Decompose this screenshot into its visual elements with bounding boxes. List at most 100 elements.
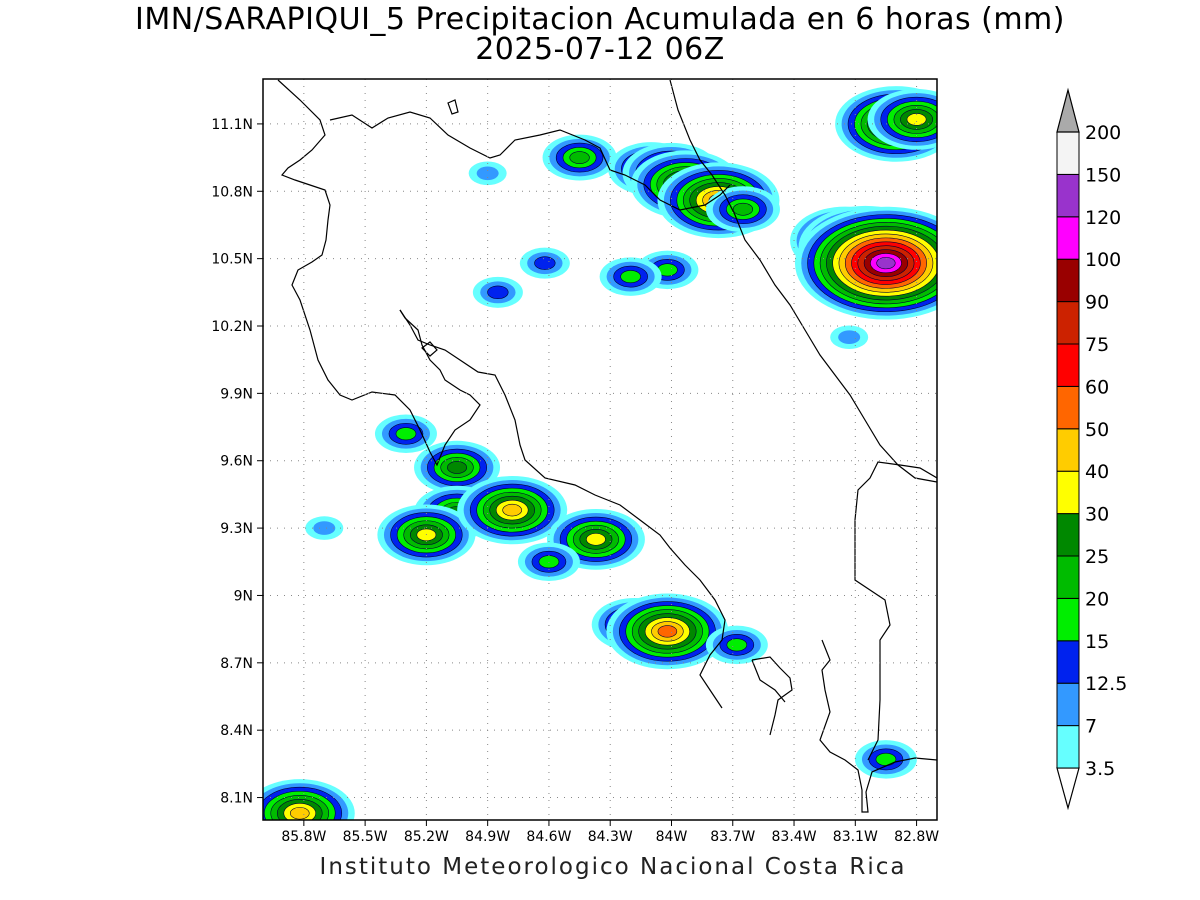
legend-swatch-12 [1056, 216, 1080, 260]
legend-swatch-14 [1056, 131, 1080, 175]
y-tick-label-7: 9N [234, 588, 253, 604]
color-scale-legend: 3.5 7 12.5 15 20 25 30 40 50 60 75 90 100 120 150 200 [1056, 87, 1127, 811]
precip-contour-26-3 [875, 752, 897, 766]
legend-label-14: 150 [1085, 164, 1121, 186]
x-tick-label-8: 83.4W [772, 829, 817, 845]
precip-cell-26 [854, 740, 917, 779]
precip-contour-28-1 [476, 166, 499, 181]
precip-cell-12 [599, 257, 662, 296]
y-tick-label-8: 8.7N [220, 656, 253, 672]
legend-swatch-0 [1056, 725, 1080, 769]
x-tick-label-7: 83.7W [710, 829, 755, 845]
y-tick-label-10: 8.1N [220, 791, 253, 807]
precip-cell-9 [867, 89, 937, 150]
precip-contour-20-6 [586, 533, 606, 546]
legend-swatch-7 [1056, 428, 1080, 472]
precip-cell-25 [263, 779, 355, 820]
precip-contour-9-6 [906, 113, 927, 126]
precip-contour-25-7 [289, 807, 310, 820]
precip-cell-4 [705, 186, 780, 233]
coastline [277, 79, 937, 813]
legend-label-15: 200 [1085, 122, 1121, 144]
precip-cell-13 [519, 247, 570, 279]
map-frame [262, 78, 938, 821]
legend-label-1: 7 [1085, 716, 1097, 738]
y-tick-label-1: 10.8N [211, 184, 253, 200]
precip-cell-10 [542, 134, 617, 181]
legend-label-2: 12.5 [1085, 673, 1127, 695]
legend-swatch-11 [1056, 258, 1080, 303]
precip-cell-27 [830, 325, 869, 350]
precip-contour-4-4 [732, 202, 754, 216]
x-tick-label-5: 84.3W [588, 829, 633, 845]
axes: 85.8W 85.5W 85.2W 84.9W 84.6W 84.3W 84W 83.7W 83… [211, 117, 939, 845]
legend-label-6: 30 [1085, 504, 1109, 526]
legend-label-5: 25 [1085, 546, 1109, 568]
x-tick-label-9: 83.1W [833, 829, 878, 845]
legend-label-0: 3.5 [1085, 758, 1115, 780]
x-tick-label-6: 84W [656, 829, 688, 845]
precip-contour-29-1 [313, 521, 336, 535]
precip-contour-15-3 [395, 427, 417, 441]
legend-label-3: 15 [1085, 631, 1109, 653]
precip-cell-23 [606, 593, 729, 670]
x-tick-label-10: 82.8W [894, 829, 939, 845]
precip-contour-21-3 [538, 555, 560, 569]
legend-swatch-13 [1056, 173, 1080, 218]
legend-label-8: 50 [1085, 419, 1109, 441]
x-tick-label-1: 85.5W [343, 829, 388, 845]
precip-contour-27-1 [838, 330, 861, 345]
precip-contour-14-2 [487, 285, 509, 300]
legend-label-9: 60 [1085, 376, 1109, 398]
precip-cell-28 [468, 161, 507, 186]
legend-swatch-3 [1056, 597, 1080, 642]
precip-cell-21 [517, 542, 580, 581]
y-tick-label-2: 10.5N [211, 252, 253, 268]
x-tick-label-3: 84.9W [465, 829, 510, 845]
legend-label-7: 40 [1085, 461, 1109, 483]
precip-cell-16 [414, 440, 501, 495]
legend-swatch-4 [1056, 555, 1080, 599]
legend-arrow-high [1056, 87, 1080, 133]
x-tick-label-4: 84.6W [526, 829, 571, 845]
precip-contour-19-7 [502, 503, 522, 517]
precip-contour-12-3 [620, 270, 641, 284]
y-tick-label-0: 11.1N [211, 117, 253, 133]
graticule [263, 79, 937, 820]
x-tick-label-0: 85.8W [281, 829, 326, 845]
legend-arrow-low [1056, 767, 1080, 811]
y-tick-label-6: 9.3N [220, 521, 253, 537]
legend-swatch-8 [1056, 385, 1080, 430]
legend-label-12: 100 [1085, 249, 1121, 271]
precip-contour-24-3 [726, 638, 748, 652]
map-datetime: 2025-07-12 06Z [475, 32, 725, 67]
map-title: IMN/SARAPIQUI_5 Precipitacion Acumulada … [135, 2, 1065, 37]
legend-label-11: 90 [1085, 292, 1109, 314]
legend-label-13: 120 [1085, 207, 1121, 229]
precip-cell-7 [794, 206, 937, 320]
precip-contour-23-8 [657, 625, 678, 638]
precip-cell-19 [457, 476, 568, 545]
y-tick-label-4: 9.9N [220, 386, 253, 402]
precip-cell-14 [472, 276, 523, 308]
precip-contour-13-2 [534, 256, 556, 270]
legend-label-10: 75 [1085, 334, 1109, 356]
precip-contour-16-5 [447, 461, 467, 474]
legend-swatch-2 [1056, 640, 1080, 684]
legend-swatch-5 [1056, 513, 1080, 557]
x-tick-label-2: 85.2W [404, 829, 449, 845]
precipitation-field [263, 86, 937, 820]
precip-contour-10-4 [569, 151, 590, 164]
legend-label-4: 20 [1085, 588, 1109, 610]
precip-cell-24 [705, 625, 768, 665]
legend-swatch-1 [1056, 682, 1080, 727]
y-tick-label-9: 8.4N [220, 723, 253, 739]
legend-swatch-6 [1056, 470, 1080, 515]
precip-cell-29 [305, 516, 344, 540]
y-tick-label-5: 9.6N [220, 454, 253, 470]
precip-contour-7-13 [876, 257, 896, 270]
legend-swatch-10 [1056, 301, 1080, 345]
y-tick-label-3: 10.2N [211, 319, 253, 335]
credit-text: Instituto Meteorologico Nacional Costa R… [319, 854, 907, 880]
